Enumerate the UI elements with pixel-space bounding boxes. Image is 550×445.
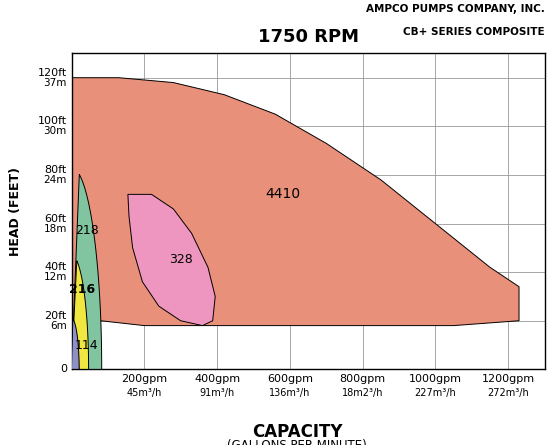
Text: 0: 0 xyxy=(60,364,67,374)
Text: 91m³/h: 91m³/h xyxy=(200,388,235,398)
Polygon shape xyxy=(72,78,519,326)
Text: 1200gpm: 1200gpm xyxy=(482,374,535,384)
Text: 272m³/h: 272m³/h xyxy=(487,388,529,398)
Text: 328: 328 xyxy=(169,254,192,267)
Text: 80ft: 80ft xyxy=(45,165,67,175)
Text: 18m2³/h: 18m2³/h xyxy=(342,388,383,398)
Text: 200gpm: 200gpm xyxy=(121,374,167,384)
Text: 4410: 4410 xyxy=(265,187,300,201)
Text: 100ft: 100ft xyxy=(37,116,67,126)
Text: CAPACITY: CAPACITY xyxy=(252,423,342,441)
Title: 1750 RPM: 1750 RPM xyxy=(257,28,359,46)
Text: 6m: 6m xyxy=(50,321,67,331)
Text: 24m: 24m xyxy=(43,175,67,185)
Text: (GALLONS PER MINUTE): (GALLONS PER MINUTE) xyxy=(227,439,367,445)
Text: 600gpm: 600gpm xyxy=(267,374,313,384)
Text: 120ft: 120ft xyxy=(37,68,67,78)
Text: 227m³/h: 227m³/h xyxy=(415,388,456,398)
Polygon shape xyxy=(72,319,79,369)
Text: 800gpm: 800gpm xyxy=(339,374,386,384)
Text: 37m: 37m xyxy=(43,78,67,88)
Text: 216: 216 xyxy=(69,283,95,295)
Polygon shape xyxy=(74,261,89,369)
Polygon shape xyxy=(128,194,215,326)
Text: 400gpm: 400gpm xyxy=(194,374,240,384)
Text: CB+ SERIES COMPOSITE: CB+ SERIES COMPOSITE xyxy=(403,27,544,36)
Text: 20ft: 20ft xyxy=(45,311,67,321)
Text: 18m: 18m xyxy=(43,223,67,234)
Text: AMPCO PUMPS COMPANY, INC.: AMPCO PUMPS COMPANY, INC. xyxy=(366,4,544,14)
Text: 12m: 12m xyxy=(43,272,67,282)
Text: 136m³/h: 136m³/h xyxy=(269,388,311,398)
Text: 30m: 30m xyxy=(43,126,67,136)
Text: 1000gpm: 1000gpm xyxy=(409,374,462,384)
Text: 114: 114 xyxy=(74,339,98,352)
Text: 40ft: 40ft xyxy=(45,262,67,272)
Text: 60ft: 60ft xyxy=(45,214,67,223)
Text: 218: 218 xyxy=(75,224,98,237)
Polygon shape xyxy=(73,174,102,369)
Text: 45m³/h: 45m³/h xyxy=(126,388,162,398)
Y-axis label: HEAD (FEET): HEAD (FEET) xyxy=(9,167,22,256)
